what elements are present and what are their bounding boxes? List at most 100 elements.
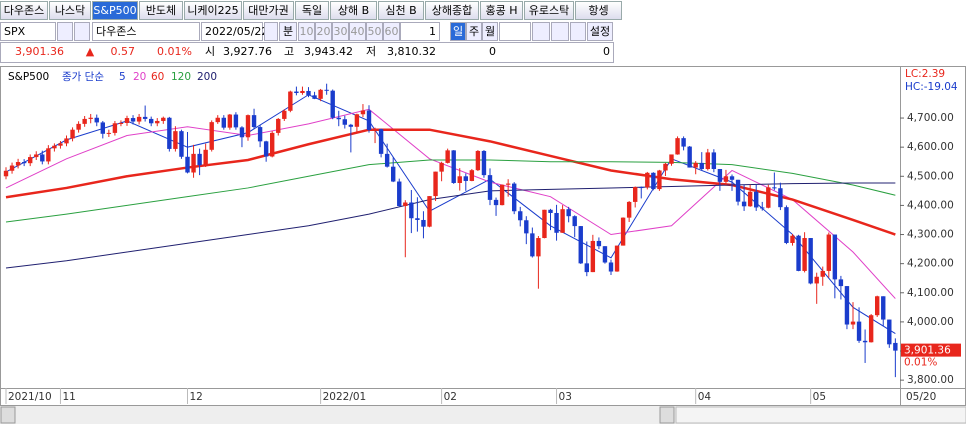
candle-body	[300, 90, 305, 94]
last-date-label: 05/20	[906, 391, 936, 403]
tool-button[interactable]	[532, 22, 550, 41]
candle-body	[723, 176, 729, 182]
candle-body	[620, 217, 626, 246]
quote-high: 3,943.42	[304, 45, 353, 58]
candle-body	[687, 146, 692, 168]
candle-body	[499, 184, 505, 206]
candle-body	[645, 172, 650, 188]
candle-body	[518, 211, 523, 221]
candle-body	[608, 262, 614, 272]
quote-change: 0.57	[110, 45, 136, 58]
candle-body	[760, 207, 765, 209]
candle-body	[336, 117, 341, 120]
market-tab[interactable]: 항셍	[575, 1, 622, 20]
candle-body	[548, 209, 553, 213]
market-tab[interactable]: 심천 B	[378, 1, 424, 20]
candle-body	[197, 153, 202, 166]
candle-body	[481, 150, 487, 176]
candle-body	[808, 238, 813, 284]
minute-option[interactable]: 10	[298, 22, 315, 41]
minute-option[interactable]: 20	[315, 22, 332, 41]
market-tab[interactable]: S&P500	[92, 1, 138, 20]
candle-body	[705, 152, 710, 170]
candle-body	[106, 132, 112, 134]
candle-body	[270, 132, 275, 157]
candle-body	[790, 235, 795, 243]
candle-body	[469, 170, 475, 181]
candle-body	[717, 169, 723, 182]
market-tab[interactable]: 다우존스	[0, 1, 48, 20]
candle-body	[596, 240, 602, 247]
x-tick-label: 02	[444, 391, 457, 403]
candle-body	[173, 131, 178, 149]
period-button[interactable]: 월	[482, 22, 498, 41]
minute-button[interactable]: 분	[279, 22, 297, 41]
market-tab[interactable]: 상해종합	[425, 1, 479, 20]
candle-body	[142, 116, 148, 119]
candle-body	[282, 110, 287, 119]
x-tick-label: 2021/10	[8, 391, 52, 403]
candle-body	[372, 129, 378, 131]
candle-body	[445, 150, 450, 163]
quote-price: 3,901.36	[15, 45, 64, 58]
scroll-left[interactable]	[0, 406, 16, 424]
market-tab[interactable]: 홍콩 H	[480, 1, 523, 20]
minute-option[interactable]: 40	[349, 22, 366, 41]
candle-body	[191, 153, 196, 173]
candle-body	[391, 166, 396, 182]
option-button[interactable]	[74, 22, 90, 41]
market-tab[interactable]: 나스닥	[49, 1, 91, 20]
period-button[interactable]: 일	[450, 22, 466, 41]
candle-body	[457, 176, 462, 183]
candle-body	[28, 157, 33, 164]
candle-body	[868, 315, 874, 343]
candle-body	[590, 240, 596, 273]
last-price-label: 3,901.36	[904, 345, 951, 357]
ma-line	[5, 182, 896, 269]
candle-body	[542, 209, 547, 239]
candle-body	[384, 153, 390, 167]
market-tab[interactable]: 유로스탁	[524, 1, 574, 20]
candle-body	[185, 156, 190, 173]
nav-buttons[interactable]	[675, 406, 966, 424]
market-tab[interactable]: 대만가권	[243, 1, 294, 20]
tool-button[interactable]	[570, 22, 586, 41]
candle-body	[675, 138, 680, 155]
candle-body	[64, 138, 69, 144]
candle-body	[693, 162, 698, 168]
candle-body	[681, 138, 686, 147]
candle-body	[530, 233, 535, 257]
candle-body	[554, 212, 559, 233]
date-box: 2022/05/22	[201, 22, 268, 41]
minute-option[interactable]: 60	[383, 22, 400, 41]
settings-button[interactable]: 설정	[587, 22, 613, 41]
market-tab[interactable]: 니케이225	[184, 1, 242, 20]
minute-option[interactable]: 50	[366, 22, 383, 41]
scroll-right[interactable]	[659, 406, 675, 424]
market-tab[interactable]: 상해 B	[330, 1, 377, 20]
candle-body	[560, 209, 565, 233]
candle-body	[875, 296, 880, 316]
minute-option[interactable]: 30	[332, 22, 349, 41]
search-button[interactable]	[57, 22, 73, 41]
market-tab[interactable]: 독일	[295, 1, 329, 20]
candle-body	[354, 114, 360, 127]
candle-body	[893, 342, 898, 351]
x-tick-label: 04	[698, 391, 712, 403]
period-button[interactable]: 주	[466, 22, 482, 41]
candle-body	[832, 234, 838, 280]
x-tick-label: 12	[190, 391, 203, 403]
calendar-button[interactable]	[264, 22, 278, 41]
candle-body	[239, 127, 245, 138]
candle-body	[330, 90, 335, 118]
candle-body	[512, 183, 517, 212]
candle-body	[34, 154, 39, 158]
lc-label: LC:2.39	[905, 68, 945, 80]
candle-body	[294, 91, 299, 94]
tool-button[interactable]	[551, 22, 569, 41]
candle-body	[747, 191, 753, 207]
candle-body	[276, 118, 281, 133]
candle-body	[82, 118, 87, 124]
market-tab[interactable]: 반도체	[139, 1, 183, 20]
candle-body	[820, 270, 825, 277]
